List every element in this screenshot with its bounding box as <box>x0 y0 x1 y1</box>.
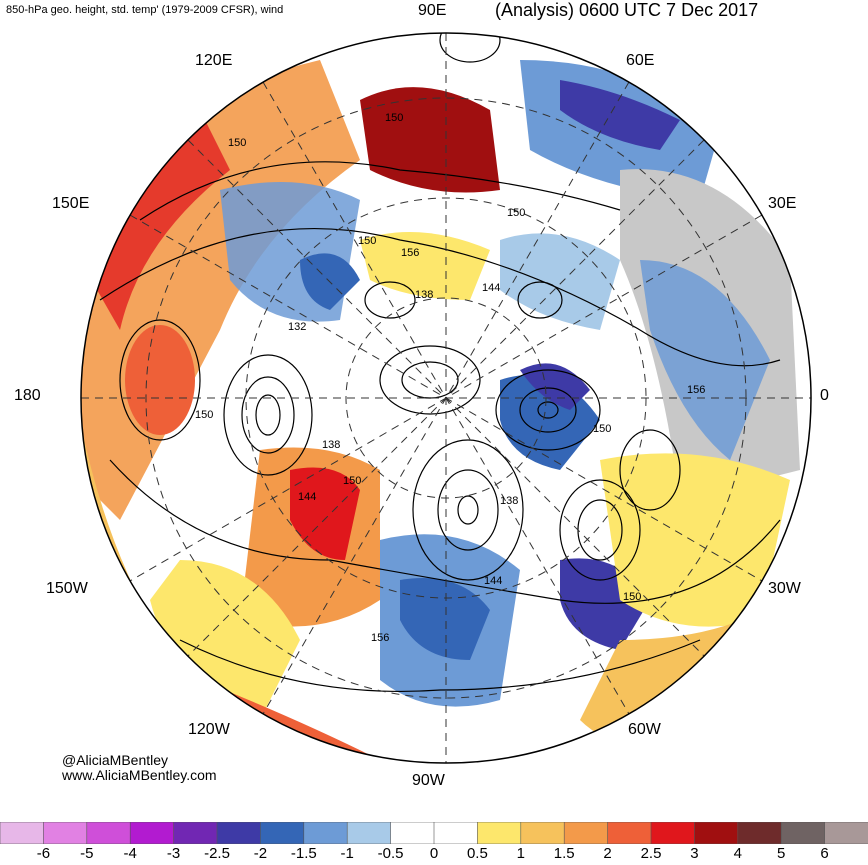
longitude-label-60e: 60E <box>626 52 655 69</box>
colorbar-tick-label: -2 <box>253 845 268 862</box>
colorbar-swatch <box>260 822 305 844</box>
colorbar-tick-label: 4 <box>733 845 742 862</box>
colorbar-swatch <box>129 822 175 844</box>
contour-labels: 150 150 150 156 150 144 138 132 150 138 150 144 150 1… <box>195 112 705 644</box>
contour-label: 132 <box>288 321 306 333</box>
colorbar-tick-label: -4 <box>123 845 137 862</box>
longitude-label-0: 0 <box>820 387 829 404</box>
contour-label: 156 <box>401 247 419 259</box>
credit-handle: @AliciaMBentley <box>62 752 169 768</box>
longitude-label-30e: 30E <box>768 195 797 212</box>
contour-label: 150 <box>623 591 641 603</box>
colorbar-swatch <box>0 822 45 844</box>
contour-label: 138 <box>322 439 340 451</box>
map-boundary <box>80 32 812 764</box>
colorbar-swatch <box>43 822 88 844</box>
colorbar-tick-label: -2.5 <box>204 845 230 862</box>
warm-anomaly-region <box>81 110 230 330</box>
contour-label: 150 <box>593 423 611 435</box>
colorbar-swatch <box>346 822 392 844</box>
height-contours <box>99 33 781 692</box>
colorbar-tick-label: -1.5 <box>290 845 317 862</box>
colorbar-swatch <box>303 822 348 844</box>
colorbar-swatch <box>824 822 868 844</box>
credit-website: www.AliciaMBentley.com <box>62 767 217 783</box>
colorbar-tick-label: -3 <box>166 845 181 862</box>
longitude-label-120e: 120E <box>195 52 233 69</box>
map-title: 850-hPa geo. height, std. temp' (1979-20… <box>6 4 284 16</box>
colorbar-swatch <box>173 822 218 844</box>
colorbar-tick-label: 3 <box>690 845 699 862</box>
contour-label: 150 <box>343 475 361 487</box>
colorbar-tick-label: -6 <box>36 845 51 862</box>
warm-anomaly-region <box>150 560 300 720</box>
longitude-label-150w: 150W <box>46 580 88 597</box>
contour-label: 150 <box>358 235 376 247</box>
colorbar-swatch <box>780 822 826 844</box>
colorbar-swatch <box>650 822 696 844</box>
cold-anomaly-region <box>560 80 680 150</box>
colorbar-tick-label: 2.5 <box>640 845 662 862</box>
contour-label: 150 <box>228 137 246 149</box>
longitude-label-90e: 90E <box>418 2 447 19</box>
colorbar-swatch <box>607 822 652 844</box>
contour-label: 156 <box>687 384 705 396</box>
colorbar-swatch <box>86 822 132 844</box>
longitude-label-30w: 30W <box>768 580 801 597</box>
colorbar-swatch <box>433 822 479 844</box>
colorbar-tick-label: 2 <box>603 845 612 862</box>
colorbar-swatch <box>477 822 522 844</box>
colorbar-tick-label: -5 <box>80 845 94 862</box>
colorbar-tick-label: 5 <box>777 845 786 862</box>
longitude-label-60w: 60W <box>628 721 661 738</box>
cold-anomaly-region <box>400 578 490 660</box>
colorbar-swatch <box>737 822 782 844</box>
contour-label: 156 <box>371 632 389 644</box>
contour-label: 150 <box>385 112 403 124</box>
colorbar <box>0 822 868 844</box>
warm-anomaly-region <box>125 325 195 435</box>
colorbar-tick-label: -1 <box>340 845 354 862</box>
colorbar-swatch <box>390 822 435 844</box>
contour-label: 144 <box>482 282 500 294</box>
colorbar-swatch <box>216 822 262 844</box>
warm-anomaly-region <box>600 453 790 627</box>
cold-anomaly-region <box>500 233 620 330</box>
colorbar-swatch <box>563 822 609 844</box>
colorbar-swatch <box>694 822 739 844</box>
contour-label: 144 <box>484 575 502 587</box>
longitude-label-120w: 120W <box>188 721 230 738</box>
contour-label: 144 <box>298 491 316 503</box>
longitude-label-150e: 150E <box>52 195 90 212</box>
colorbar-tick-label: -0.5 <box>377 845 404 862</box>
warm-anomaly-region <box>360 87 500 193</box>
warm-anomaly-region <box>360 232 490 300</box>
valid-time-title: (Analysis) 0600 UTC 7 Dec 2017 <box>495 0 759 20</box>
longitude-label-180: 180 <box>14 387 41 404</box>
contour-label: 150 <box>195 409 213 421</box>
colorbar-tick-label: 1.5 <box>553 845 575 862</box>
colorbar-tick-label: 0.5 <box>466 845 488 862</box>
longitude-label-90w: 90W <box>412 772 445 789</box>
contour-label: 150 <box>507 207 525 219</box>
graticule <box>81 33 811 763</box>
colorbar-tick-label: 0 <box>429 845 439 862</box>
colorbar-tick-label: 6 <box>820 845 829 862</box>
contour-label: 138 <box>500 495 518 507</box>
colorbar-swatch <box>520 822 565 844</box>
contour-label: 138 <box>415 289 433 301</box>
colorbar-tick-label: 1 <box>516 845 525 862</box>
